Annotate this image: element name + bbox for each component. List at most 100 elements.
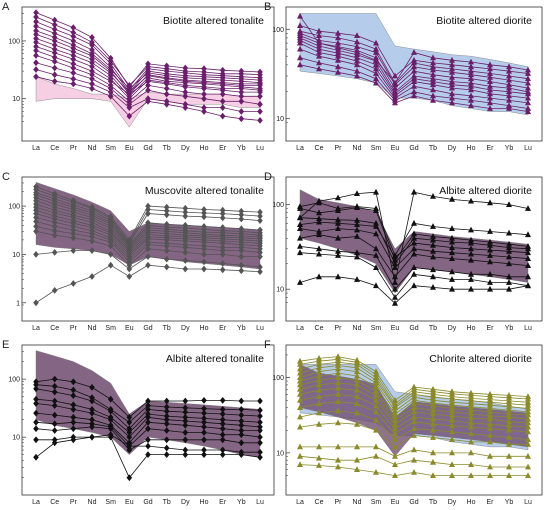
- sample-marker: [126, 433, 133, 441]
- sample-marker: [411, 264, 417, 270]
- sample-marker: [33, 228, 39, 235]
- sample-marker: [525, 90, 531, 97]
- sample-marker: [411, 234, 417, 241]
- sample-marker: [70, 247, 77, 254]
- sample-marker: [126, 104, 133, 111]
- sample-marker: [163, 203, 170, 211]
- x-tick-label: La: [32, 499, 40, 506]
- sample-marker: [316, 32, 322, 38]
- sample-marker: [430, 458, 436, 465]
- sample-marker: [297, 377, 303, 384]
- x-tick-label: Gd: [143, 499, 152, 506]
- sample-marker: [487, 78, 493, 84]
- sample-marker: [487, 463, 493, 470]
- x-tick-label: Ho: [200, 499, 209, 506]
- sample-marker: [201, 213, 207, 221]
- sample-marker: [107, 433, 114, 441]
- sample-marker: [525, 105, 531, 111]
- sample-marker: [163, 247, 170, 254]
- panel-letter: D: [264, 171, 272, 183]
- sample-marker: [525, 75, 531, 82]
- sample-marker: [373, 207, 379, 213]
- sample-marker: [487, 408, 493, 415]
- sample-marker: [411, 456, 417, 463]
- x-tick-label: Er: [487, 499, 495, 506]
- sample-marker: [430, 233, 436, 239]
- sample-marker: [449, 461, 455, 467]
- sample-marker: [525, 99, 531, 106]
- sample-marker: [316, 218, 322, 225]
- sample-marker: [468, 75, 474, 82]
- sample-marker: [487, 105, 493, 111]
- sample-marker: [411, 88, 417, 95]
- sample-marker: [354, 364, 360, 371]
- sample-marker: [33, 299, 39, 307]
- sample-marker: [33, 27, 39, 35]
- sample-marker: [487, 412, 493, 419]
- sample-marker: [392, 417, 398, 423]
- sample-marker: [354, 57, 360, 64]
- y-tick-label: 10: [276, 116, 284, 123]
- sample-marker: [468, 197, 474, 204]
- sample-marker: [354, 51, 360, 58]
- sample-marker: [182, 249, 189, 256]
- sample-marker: [89, 416, 95, 424]
- sample-marker: [145, 82, 151, 89]
- sample-marker: [411, 413, 417, 420]
- sample-marker: [238, 451, 245, 458]
- sample-marker: [411, 404, 417, 410]
- sample-marker: [468, 71, 474, 78]
- sample-marker: [487, 425, 493, 431]
- panel-title: Chlorite altered diorite: [429, 353, 532, 365]
- sample-marker: [51, 41, 58, 49]
- sample-marker: [163, 420, 170, 428]
- panel-a: 10 100 La Ce Pr Nd Sm Eu Gd Tb Dy Ho Er Yb Lu Biotite a…: [2, 1, 275, 152]
- x-tick-label: Dy: [181, 145, 190, 152]
- sample-marker: [257, 397, 263, 405]
- sample-marker: [335, 56, 341, 63]
- sample-marker: [70, 401, 77, 409]
- sample-marker: [89, 397, 95, 405]
- sample-marker: [487, 86, 493, 93]
- panel-letter: B: [264, 1, 271, 13]
- sample-marker: [506, 472, 512, 478]
- sample-marker: [392, 273, 398, 280]
- sample-marker: [51, 16, 58, 24]
- sample-marker: [335, 68, 341, 75]
- sample-marker: [487, 61, 493, 68]
- sample-marker: [335, 29, 341, 36]
- sample-marker: [70, 406, 77, 413]
- sample-marker: [297, 249, 303, 256]
- sample-marker: [51, 223, 58, 230]
- sample-marker: [70, 55, 77, 63]
- sample-marker: [201, 446, 207, 454]
- sample-marker: [373, 39, 379, 46]
- sample-marker: [182, 265, 189, 273]
- sample-marker: [316, 361, 322, 367]
- sample-marker: [297, 61, 303, 68]
- sample-marker: [201, 90, 207, 98]
- sample-marker: [468, 400, 474, 407]
- sample-marker: [430, 449, 436, 456]
- sample-marker: [468, 392, 474, 398]
- sample-marker: [145, 86, 151, 94]
- sample-marker: [373, 392, 379, 398]
- x-tick-label: Pr: [70, 145, 78, 152]
- sample-marker: [373, 387, 379, 394]
- sample-marker: [506, 81, 512, 88]
- sample-marker: [354, 204, 360, 210]
- sample-marker: [297, 423, 303, 430]
- sample-marker: [145, 241, 151, 248]
- sample-marker: [145, 210, 151, 217]
- sample-marker: [297, 39, 303, 46]
- sample-marker: [354, 47, 360, 53]
- sample-marker: [316, 231, 322, 238]
- sample-marker: [145, 451, 151, 458]
- sample-marker: [145, 425, 151, 433]
- sample-marker: [297, 365, 303, 372]
- sample-marker: [316, 376, 322, 383]
- sample-marker: [468, 438, 474, 445]
- sample-marker: [145, 253, 151, 260]
- sample-marker: [33, 395, 39, 403]
- sample-marker: [468, 245, 474, 252]
